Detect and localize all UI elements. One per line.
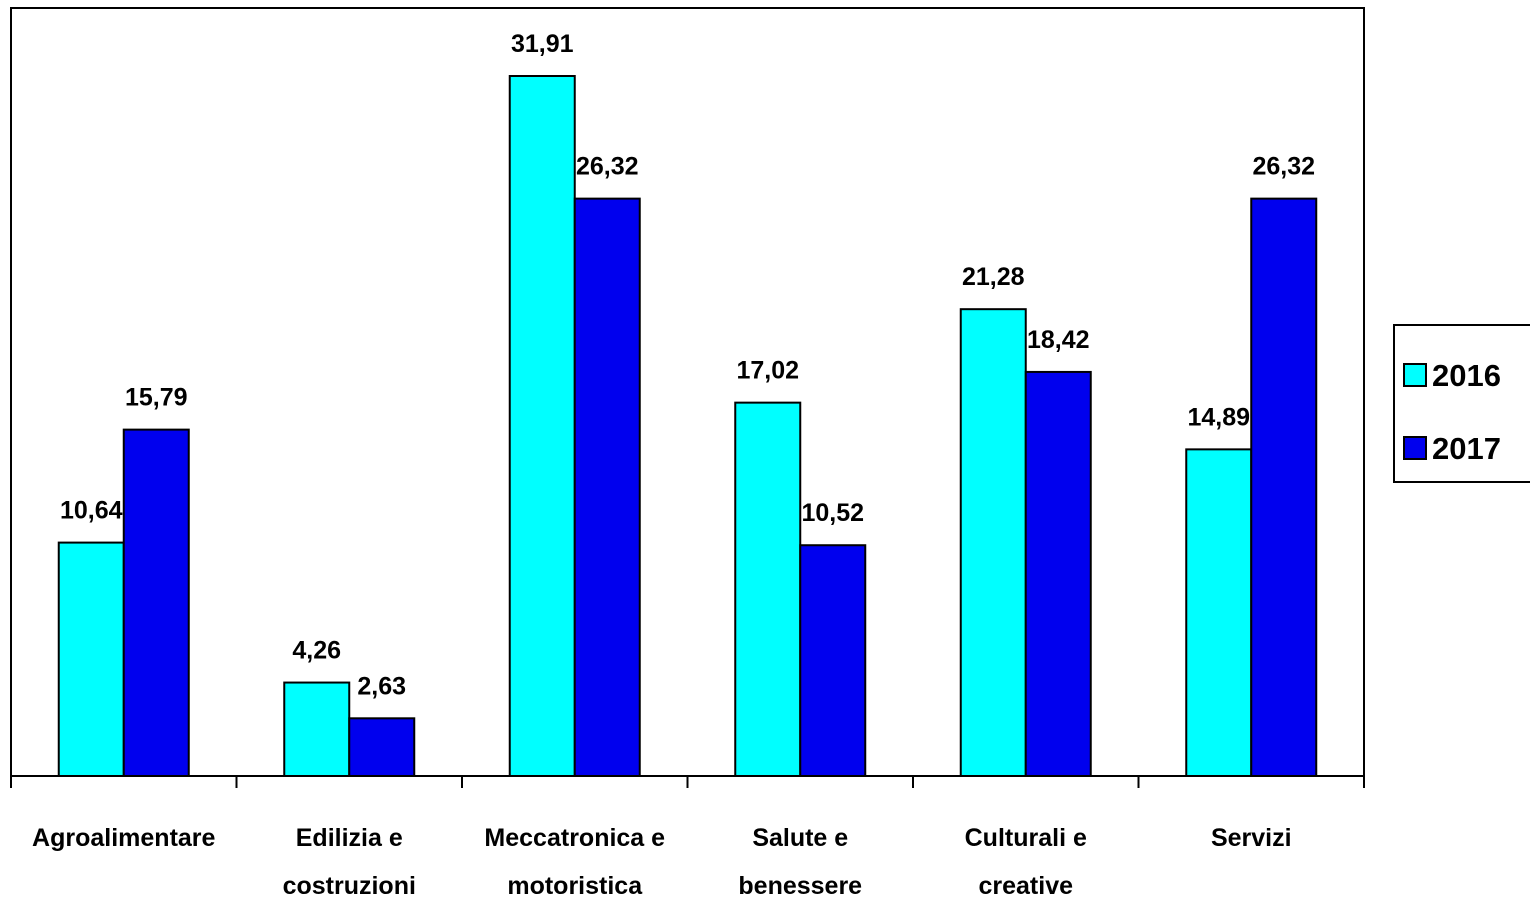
value-label-2017-0: 15,79 [125, 384, 188, 412]
value-label-2017-1: 2,63 [357, 672, 406, 700]
value-labels-layer: 10,64 15,79 4,26 2,63 31,91 26,32 17,02 10,52 21… [60, 30, 1315, 700]
bars-layer [57, 75, 1318, 778]
bar-2016-4 [959, 308, 1027, 777]
bar-2016-0 [57, 541, 125, 778]
bar-2017-1 [348, 717, 416, 777]
value-label-2016-5: 14,89 [1187, 403, 1250, 431]
value-label-2017-2: 26,32 [576, 153, 639, 181]
category-label-line: creative [978, 872, 1073, 900]
value-label-2017-4: 18,42 [1027, 326, 1090, 354]
category-label-3: Salute e benessere [738, 824, 862, 900]
bar-2016-2 [508, 75, 576, 777]
category-label-line: Servizi [1211, 824, 1292, 852]
category-label-0: Agroalimentare [32, 824, 215, 852]
category-label-4: Culturali e creative [965, 824, 1087, 900]
value-label-2016-2: 31,91 [511, 30, 574, 58]
legend: 2016 2017 [1393, 324, 1530, 483]
bar-2017-5 [1250, 197, 1318, 777]
legend-label-2016: 2016 [1432, 358, 1501, 393]
bar-2017-4 [1024, 370, 1092, 777]
value-label-2016-4: 21,28 [962, 263, 1025, 291]
legend-swatch-2017 [1403, 436, 1427, 460]
category-label-2: Meccatronica e motoristica [484, 824, 665, 900]
value-label-2016-3: 17,02 [736, 357, 799, 385]
category-label-line: Edilizia e [296, 824, 403, 852]
category-label-line: Meccatronica e [484, 824, 665, 852]
category-label-line: benessere [738, 872, 862, 900]
category-label-line: motoristica [507, 872, 643, 900]
legend-swatch-2016 [1403, 363, 1427, 387]
x-axis: Agroalimentare Edilizia e costruzioni Mecca… [10, 775, 1365, 900]
legend-label-2017: 2017 [1432, 431, 1501, 466]
category-label-line: Salute e [752, 824, 848, 852]
category-label-line: Agroalimentare [32, 824, 215, 852]
bar-2017-2 [573, 197, 641, 777]
bar-2016-3 [734, 401, 802, 777]
category-label-line: Culturali e [965, 824, 1087, 852]
bar-2016-5 [1185, 448, 1253, 777]
value-label-2017-5: 26,32 [1252, 153, 1315, 181]
value-label-2016-0: 10,64 [60, 497, 123, 525]
bar-2016-1 [283, 681, 351, 778]
bar-2017-0 [122, 428, 190, 777]
value-label-2016-1: 4,26 [292, 637, 341, 665]
category-label-line: costruzioni [283, 872, 416, 900]
category-label-5: Servizi [1211, 824, 1292, 852]
category-label-1: Edilizia e costruzioni [283, 824, 416, 900]
plot-area [10, 7, 1365, 777]
value-label-2017-3: 10,52 [801, 499, 864, 527]
bar-2017-3 [799, 544, 867, 777]
